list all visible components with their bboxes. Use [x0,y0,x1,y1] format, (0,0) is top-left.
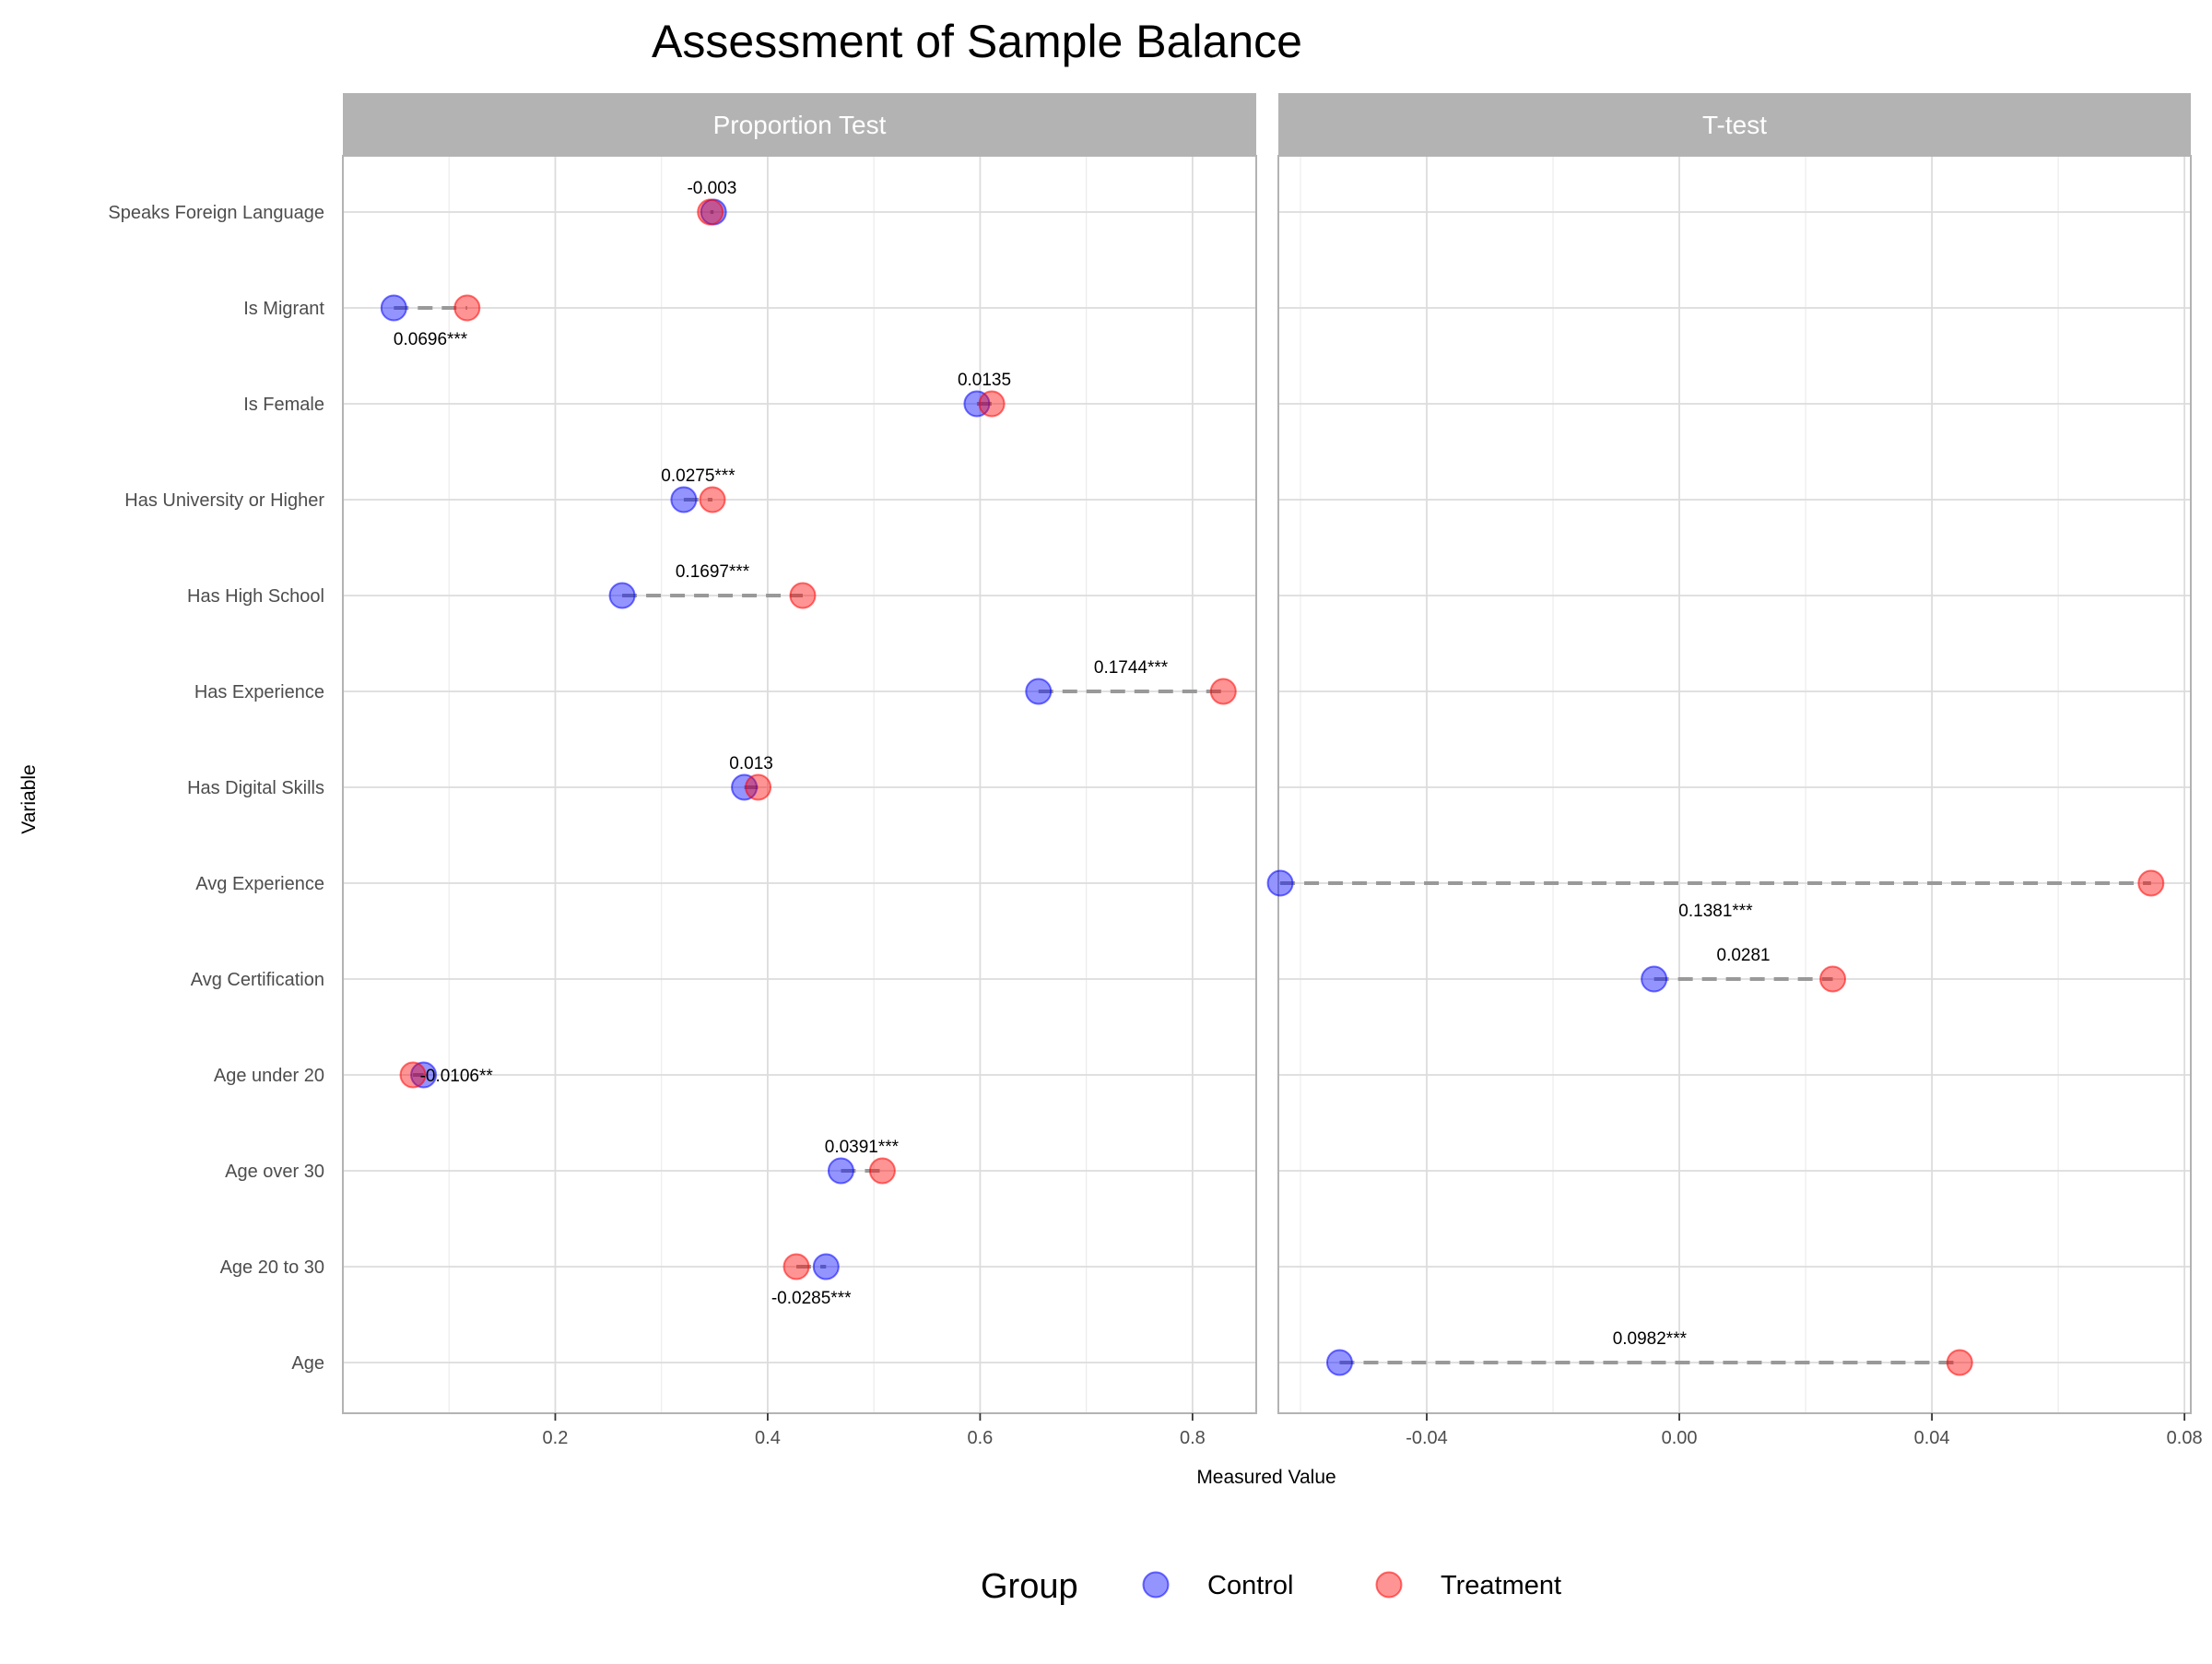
panel-proportion-test-has-high-school-treatment-point [789,582,817,609]
panel-proportion-test-age-under-20-diff-label: -0.0106** [420,1067,494,1086]
y-tick-label-age-under-20: Age under 20 [214,1066,324,1086]
panel-t-test-background [1278,156,2191,1413]
panel-proportion-test-x-tick-label: 0.4 [755,1428,781,1448]
x-axis-label: Measured Value [1196,1467,1335,1488]
panel-proportion-test-age-20-to-30-treatment-point [782,1253,810,1280]
y-tick-label-has-experience: Has Experience [194,682,324,702]
panel-t-test-avg-experience-treatment-point [2137,869,2165,897]
y-tick-label-speaks-foreign-language: Speaks Foreign Language [108,203,324,223]
y-tick-label-avg-certification: Avg Certification [191,970,324,990]
panel-proportion-test-has-digital-skills-treatment-point [745,773,772,801]
panel-proportion-test-x-tick-label: 0.2 [543,1428,569,1448]
panel-proportion-test-background [343,156,1256,1413]
panel-proportion-test-is-female-treatment-point [978,390,1006,418]
panel-t-test-x-tick-label: 0.00 [1662,1428,1698,1448]
y-axis-label: Variable [18,764,40,834]
y-tick-label-has-high-school: Has High School [187,586,324,607]
panel-t-test-avg-certification-treatment-point [1819,965,1847,993]
panel-proportion-test-has-university-or-higher-treatment-point [699,486,726,513]
panel-proportion-test-has-experience-diff-label: 0.1744*** [1094,658,1169,678]
panel-t-test-x-tick-label: 0.04 [1914,1428,1950,1448]
panel-proportion-test-age-over-30-diff-label: 0.0391*** [825,1138,900,1157]
panel-proportion-test-age-over-30-treatment-point [868,1157,896,1185]
y-tick-label-age-over-30: Age over 30 [225,1162,324,1182]
panel-t-test-avg-certification-diff-label: 0.0281 [1717,946,1771,965]
y-tick-label-age: Age [291,1353,324,1374]
panel-t-test-avg-experience-diff-label: 0.1381*** [1678,902,1753,921]
panel-proportion-test-has-digital-skills-control-point [731,773,759,801]
panel-t-test-strip-title: T-test [1702,111,1767,139]
panel-proportion-test-has-digital-skills-diff-label: 0.013 [729,754,773,773]
panel-proportion-test-age-under-20-treatment-point [399,1061,427,1089]
panel-proportion-test-has-university-or-higher-control-point [670,486,698,513]
panel-proportion-test-has-experience-control-point [1025,678,1053,705]
panel-proportion-test-x-tick-label: 0.8 [1180,1428,1206,1448]
panel-proportion-test-strip [343,93,1256,156]
panel-t-test-age-control-point [1325,1349,1353,1376]
y-tick-label-is-migrant: Is Migrant [243,299,324,319]
panel-proportion-test-is-migrant-diff-label: 0.0696*** [394,330,468,349]
panel-proportion-test-has-high-school-diff-label: 0.1697*** [676,562,750,582]
panel-proportion-test-is-female-diff-label: 0.0135 [958,371,1011,390]
y-tick-label-has-digital-skills: Has Digital Skills [187,778,324,798]
panel-proportion-test-age-under-20-control-point [410,1061,438,1089]
panel-proportion-test-is-female-control-point [963,390,991,418]
legend-label-control: Control [1207,1571,1294,1600]
panel-t-test-strip [1278,93,2191,156]
panel-t-test-avg-experience-control-point [1266,869,1294,897]
panel-proportion-test-is-migrant-treatment-point [453,294,481,322]
panel-proportion-test-x-tick-label: 0.6 [967,1428,993,1448]
panel-proportion-test-age-over-30-control-point [827,1157,854,1185]
panel-proportion-test-age-20-to-30-diff-label: -0.0285*** [771,1289,852,1308]
panel-proportion-test-has-experience-treatment-point [1209,678,1237,705]
panel-t-test-age-diff-label: 0.0982*** [1613,1329,1688,1349]
chart-title: Assessment of Sample Balance [652,16,1302,67]
legend-key-control [1142,1571,1170,1599]
y-tick-label-is-female: Is Female [243,395,324,415]
panel-proportion-test-has-high-school-control-point [608,582,636,609]
panel-t-test-avg-certification-control-point [1641,965,1668,993]
panel-proportion-test-speaks-foreign-language-diff-label: -0.003 [687,179,736,198]
legend-key-treatment [1375,1571,1403,1599]
y-tick-label-avg-experience: Avg Experience [195,874,324,894]
y-tick-label-has-university-or-higher: Has University or Higher [124,490,324,511]
panel-proportion-test-is-migrant-control-point [380,294,407,322]
panel-proportion-test-age-20-to-30-control-point [812,1253,840,1280]
panel-proportion-test-speaks-foreign-language-treatment-point [697,198,724,226]
panel-t-test-x-tick-label: 0.08 [2167,1428,2203,1448]
panel-proportion-test-has-university-or-higher-diff-label: 0.0275*** [661,466,735,486]
panel-t-test-x-tick-label: -0.04 [1406,1428,1448,1448]
legend-title: Group [981,1567,1078,1606]
y-tick-label-age-20-to-30: Age 20 to 30 [220,1257,324,1278]
panel-proportion-test-strip-title: Proportion Test [713,111,887,139]
legend-label-treatment: Treatment [1441,1571,1561,1600]
panel-t-test-age-treatment-point [1946,1349,1973,1376]
